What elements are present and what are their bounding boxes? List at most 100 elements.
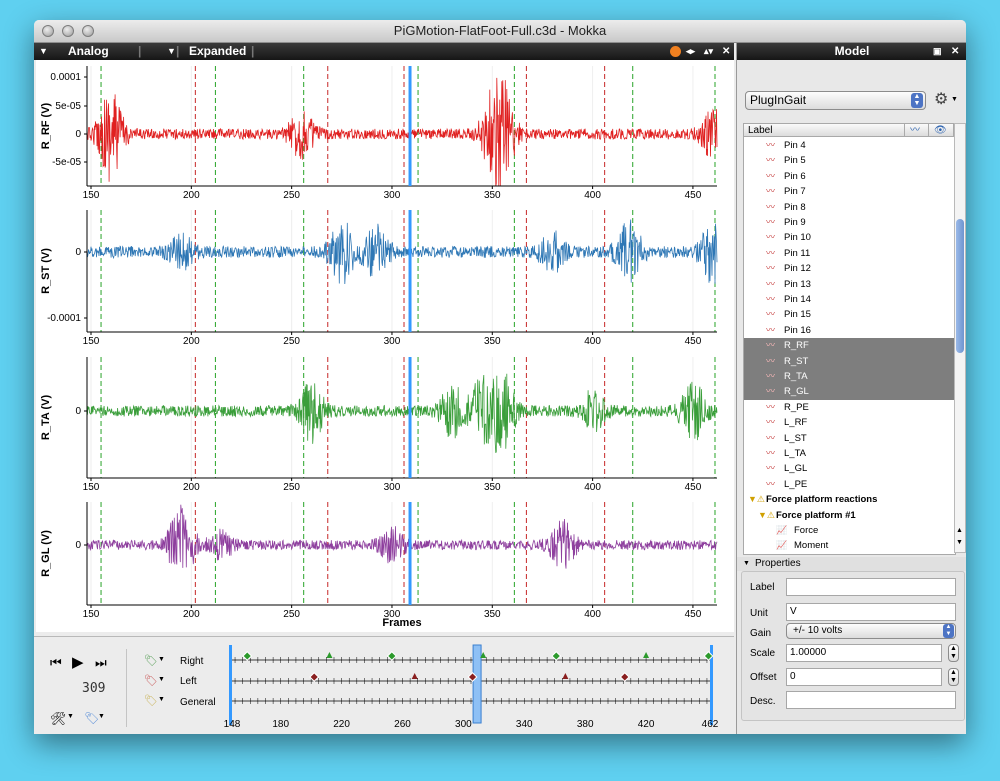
properties-title: Properties: [755, 558, 801, 569]
right-foot-off-event[interactable]: [480, 652, 487, 658]
tree-item[interactable]: 〰 Pin 5: [744, 153, 955, 168]
current-frame-handle[interactable]: [472, 644, 482, 724]
close-view-icon[interactable]: ✕: [722, 46, 731, 57]
label-field[interactable]: [786, 578, 956, 596]
close-panel-icon[interactable]: ✕: [951, 46, 960, 57]
x-tick-label: 150: [83, 609, 100, 620]
model-selector[interactable]: PlugInGait ▲ ▼: [745, 91, 926, 110]
options-icon[interactable]: [670, 46, 681, 57]
tree-item[interactable]: 〰 Pin 11: [744, 246, 955, 261]
float-panel-icon[interactable]: ▣: [933, 46, 942, 56]
left-foot-strike-event[interactable]: [309, 672, 320, 682]
event-tag-icon[interactable]: 🏷: [84, 711, 100, 725]
close-window-button[interactable]: [42, 25, 54, 37]
right-foot-strike-event[interactable]: [242, 651, 253, 661]
curve-visibility-icon[interactable]: 〰: [910, 125, 920, 136]
timeline[interactable]: 148 180 220 260 300 340 380 420 462: [222, 637, 728, 734]
right-foot-off-event[interactable]: [326, 652, 333, 658]
right-foot-strike-event[interactable]: [551, 651, 562, 661]
tree-item[interactable]: 〰 Pin 12: [744, 261, 955, 276]
left-foot-strike-event[interactable]: [467, 672, 478, 682]
x-tick-label: 450: [685, 190, 702, 201]
x-tick-label: 250: [283, 609, 300, 620]
skip-back-icon[interactable]: ⏮: [50, 655, 62, 670]
range-end-handle[interactable]: [710, 645, 713, 725]
tree-item[interactable]: 📈 Force: [744, 523, 955, 538]
tools-icon[interactable]: 🛠: [50, 711, 67, 726]
analog-view-selector[interactable]: Analog: [68, 44, 109, 58]
analog-channel-icon: 〰: [766, 170, 776, 181]
gain-select[interactable]: +/- 10 volts ▲ ▼: [786, 623, 956, 639]
tree-item[interactable]: 〰 R_RF: [744, 338, 955, 354]
general-event-tag-icon[interactable]: 🏷: [144, 695, 158, 707]
tree-item[interactable]: 〰 L_GL: [744, 461, 955, 476]
tree-item[interactable]: 〰 Pin 10: [744, 230, 955, 245]
tree-item[interactable]: 〰 Pin 13: [744, 277, 955, 292]
tree-item[interactable]: 〰 R_GL: [744, 384, 955, 400]
tree-item[interactable]: ▼⚠ Force platform #1: [744, 508, 955, 523]
general-event-arrow-icon[interactable]: ▼: [158, 696, 165, 703]
left-foot-off-event[interactable]: [562, 673, 569, 679]
split-vertical-icon[interactable]: ▴▾: [704, 46, 714, 56]
minimize-window-button[interactable]: [62, 25, 74, 37]
left-event-arrow-icon[interactable]: ▼: [158, 676, 165, 683]
analog-channel-icon: 〰: [766, 340, 776, 351]
scale-stepper[interactable]: ▲ ▼: [948, 644, 959, 662]
right-event-arrow-icon[interactable]: ▼: [158, 656, 165, 663]
tree-item[interactable]: 📈 Moment: [744, 538, 955, 553]
tree-item[interactable]: 〰 L_PE: [744, 477, 955, 492]
unit-field[interactable]: V: [786, 603, 956, 621]
right-event-tag-icon[interactable]: 🏷: [144, 655, 158, 667]
event-menu-arrow-icon[interactable]: ▼: [98, 713, 105, 720]
tree-item[interactable]: 〰 L_TA: [744, 446, 955, 461]
tree-item-label: Pin 4: [784, 140, 806, 151]
collapse-arrow-icon[interactable]: ▼: [743, 560, 750, 567]
scroll-up-icon[interactable]: ▲: [956, 527, 963, 534]
tree-item[interactable]: 〰 R_ST: [744, 353, 955, 369]
mode-menu-arrow-icon[interactable]: ▼: [167, 46, 176, 56]
tree-item[interactable]: ▼⚠ Force platform reactions: [744, 492, 955, 507]
tree-item[interactable]: 〰 R_TA: [744, 369, 955, 385]
tree-item[interactable]: 〰 L_RF: [744, 415, 955, 430]
tree-item[interactable]: 〰 R_PE: [744, 400, 955, 415]
tree-item[interactable]: 〰 Pin 14: [744, 292, 955, 307]
tree-item[interactable]: 〰 Pin 6: [744, 169, 955, 184]
zoom-window-button[interactable]: [82, 25, 94, 37]
tree-scrollbar[interactable]: ▲ ▼: [954, 123, 966, 553]
scale-field[interactable]: 1.00000: [786, 644, 942, 662]
expanded-mode-selector[interactable]: Expanded: [189, 44, 247, 58]
properties-header[interactable]: ▼ Properties: [737, 557, 966, 571]
y-tick-label: 0: [75, 247, 81, 258]
offset-stepper[interactable]: ▲ ▼: [948, 668, 959, 686]
tree-item[interactable]: 〰 Pin 8: [744, 200, 955, 215]
skip-forward-icon[interactable]: ⏭: [95, 655, 107, 670]
scrollbar-thumb[interactable]: [956, 219, 964, 353]
scroll-down-icon[interactable]: ▼: [956, 539, 963, 546]
eye-icon[interactable]: 👁: [934, 125, 947, 136]
model-tree[interactable]: 〰 Pin 4 〰 Pin 5 〰 Pin 6 〰 Pin 7 〰 Pin 8 〰 Pin 9 〰 Pin…: [743, 123, 956, 555]
tree-item[interactable]: 〰 Pin 16: [744, 323, 955, 338]
left-foot-strike-event[interactable]: [619, 672, 630, 682]
analog-chart: 0.0001 5e-05 0 -5e-05 150 200 250 300 350 400 450 R…: [40, 66, 718, 629]
play-icon[interactable]: ▶: [72, 654, 84, 671]
gear-icon[interactable]: ⚙: [934, 91, 949, 108]
right-foot-off-event[interactable]: [643, 652, 650, 658]
split-horizontal-icon[interactable]: ◂▸: [686, 46, 696, 56]
right-foot-strike-event[interactable]: [386, 651, 397, 661]
offset-field[interactable]: 0: [786, 668, 942, 686]
tree-item[interactable]: 〰 Pin 4: [744, 138, 955, 153]
tree-item[interactable]: 〰 Pin 15: [744, 307, 955, 322]
desc-field[interactable]: [786, 691, 956, 709]
tree-item[interactable]: 〰 L_ST: [744, 431, 955, 446]
range-start-handle[interactable]: [229, 645, 232, 725]
tree-item[interactable]: 〰 Pin 9: [744, 215, 955, 230]
tree-item-label: Force: [794, 525, 819, 536]
left-event-tag-icon[interactable]: 🏷: [144, 675, 158, 687]
tree-item[interactable]: 〰 Pin 7: [744, 184, 955, 199]
analog-channel-icon: 〰: [766, 324, 776, 335]
left-foot-off-event[interactable]: [411, 673, 418, 679]
right-foot-strike-event[interactable]: [703, 651, 714, 661]
tools-menu-arrow-icon[interactable]: ▼: [67, 713, 74, 720]
view-menu-arrow-icon[interactable]: ▼: [39, 46, 48, 56]
gear-menu-arrow-icon[interactable]: ▼: [951, 96, 958, 103]
